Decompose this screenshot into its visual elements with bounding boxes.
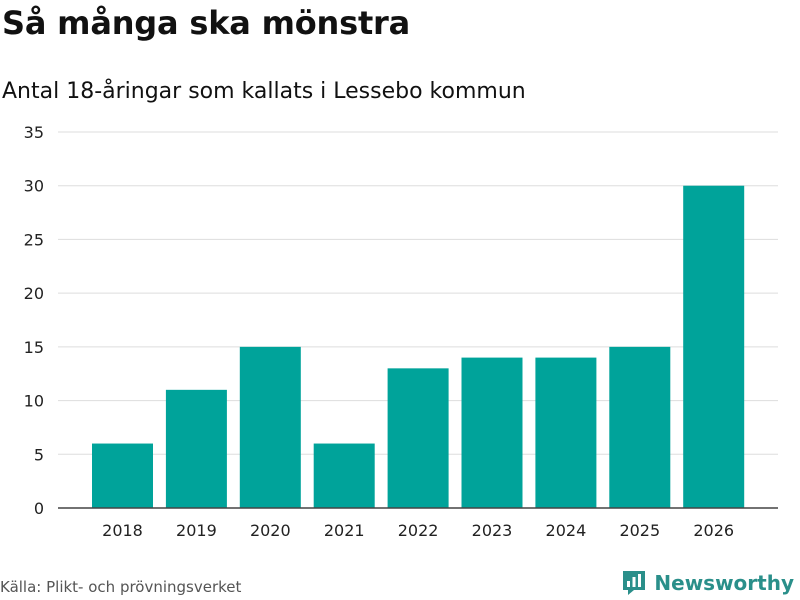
bar	[609, 346, 671, 508]
x-tick-label: 2023	[472, 521, 513, 540]
x-tick-label: 2020	[250, 521, 291, 540]
brand-logo: Newsworthy	[621, 569, 794, 597]
newsworthy-logo-icon	[623, 571, 646, 595]
x-tick-label: 2022	[398, 521, 439, 540]
y-tick-label: 5	[34, 445, 44, 464]
bar	[461, 357, 523, 508]
y-tick-label: 35	[24, 123, 44, 142]
x-tick-label: 2019	[176, 521, 217, 540]
bar	[535, 357, 597, 508]
brand-name: Newsworthy	[654, 571, 794, 595]
bar	[313, 443, 375, 508]
x-tick-label: 2021	[324, 521, 365, 540]
x-tick-label: 2018	[102, 521, 143, 540]
source-note: Källa: Plikt- och prövningsverket	[0, 578, 242, 596]
y-tick-label: 25	[24, 230, 44, 249]
chart-title: Så många ska mönstra	[2, 4, 411, 42]
bar	[683, 185, 745, 508]
y-tick-label: 0	[34, 499, 44, 518]
chart-subtitle: Antal 18-åringar som kallats i Lessebo k…	[2, 79, 526, 104]
x-tick-label: 2024	[546, 521, 587, 540]
y-tick-label: 20	[24, 284, 44, 303]
bar	[387, 368, 449, 508]
x-tick-label: 2026	[693, 521, 734, 540]
bar	[92, 443, 153, 508]
y-tick-label: 15	[24, 338, 44, 357]
bar	[239, 346, 301, 508]
y-tick-label: 30	[24, 177, 44, 196]
x-tick-label: 2025	[619, 521, 660, 540]
bar	[165, 389, 227, 508]
y-tick-label: 10	[24, 392, 44, 411]
